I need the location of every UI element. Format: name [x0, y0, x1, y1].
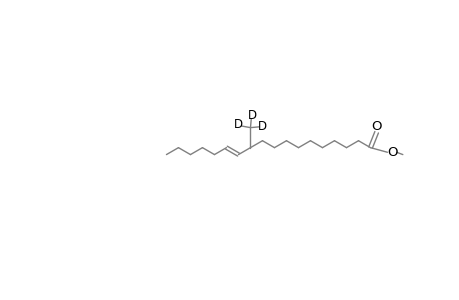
Text: O: O: [386, 146, 397, 159]
Text: D: D: [234, 118, 243, 131]
Text: D: D: [247, 109, 256, 122]
Text: O: O: [370, 120, 381, 133]
Text: D: D: [257, 120, 266, 133]
